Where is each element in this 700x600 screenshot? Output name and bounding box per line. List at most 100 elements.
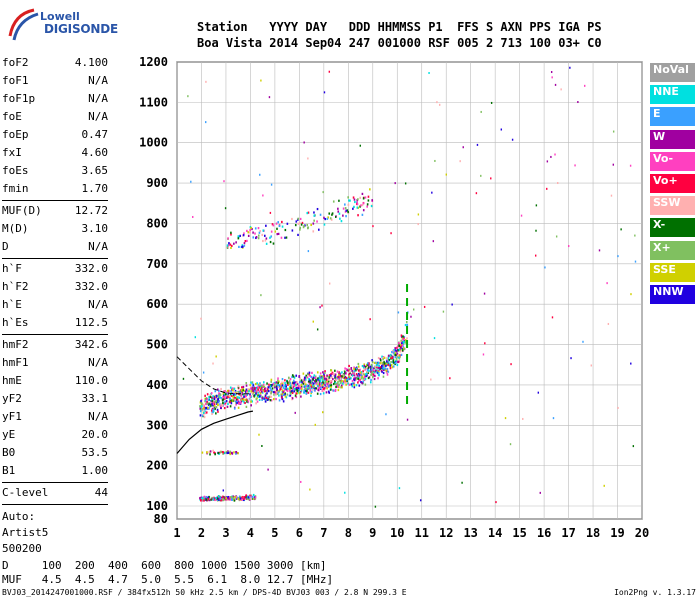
f-trace-echo — [329, 384, 331, 387]
f-trace-echo — [239, 391, 241, 394]
f-trace-echo — [361, 381, 363, 385]
noise-echo — [556, 182, 559, 185]
f-trace-echo — [330, 384, 333, 387]
f-trace-echo — [241, 386, 243, 389]
f-trace-echo — [384, 368, 386, 371]
f-trace-echo — [286, 380, 288, 383]
f-trace-echo — [321, 376, 323, 379]
noise-echo — [356, 201, 358, 204]
param-name: foF1 — [2, 74, 29, 87]
noise-echo — [634, 260, 637, 263]
f-trace-echo — [288, 387, 291, 390]
f-trace-echo — [336, 370, 339, 373]
es-trace-echo — [240, 498, 242, 501]
f-trace-echo — [361, 372, 364, 376]
f-trace-echo — [228, 396, 231, 399]
f-trace-echo — [273, 386, 276, 389]
f-trace-echo — [207, 403, 210, 406]
f-trace-echo — [363, 363, 366, 366]
f-trace-echo — [235, 391, 237, 394]
f-trace-echo — [381, 355, 383, 358]
f2-multihop-echo — [242, 234, 245, 237]
f-trace-echo — [205, 411, 208, 414]
f-trace-echo — [398, 354, 400, 357]
electron-density-profile — [176, 410, 254, 454]
f-trace-echo — [244, 390, 247, 393]
f-trace-echo — [221, 404, 224, 407]
y-tick-label: 1200 — [139, 55, 168, 69]
f-trace-echo — [201, 405, 203, 408]
f-trace-echo — [266, 388, 269, 391]
f2-multihop-echo — [249, 228, 251, 232]
f-trace-echo — [258, 386, 261, 389]
es-trace-echo — [245, 494, 248, 497]
param-value: N/A — [88, 74, 108, 87]
f-trace-echo — [348, 364, 350, 368]
es-trace-echo — [226, 496, 228, 499]
f-trace-echo — [309, 388, 311, 391]
f-trace-echo — [287, 376, 290, 379]
f-trace-echo — [296, 388, 299, 392]
es2-trace-echo — [233, 451, 235, 454]
f2-multihop-echo — [284, 228, 287, 232]
f-trace-echo — [362, 377, 365, 380]
es-trace-echo — [217, 495, 220, 498]
f-trace-echo — [267, 386, 270, 389]
f-trace-echo — [363, 368, 365, 371]
f-trace-echo — [365, 367, 368, 370]
f-trace-echo — [305, 376, 307, 379]
f-trace-echo — [351, 369, 353, 372]
f-trace-echo — [405, 320, 408, 324]
f-trace-echo — [313, 374, 316, 377]
f-trace-echo — [370, 373, 372, 377]
noise-echo — [629, 164, 632, 167]
f-trace-echo — [242, 385, 245, 389]
f2-multihop-echo — [319, 213, 322, 216]
noise-echo — [390, 232, 392, 235]
f-trace-echo — [314, 380, 317, 383]
f-trace-echo — [348, 377, 351, 381]
noise-echo — [511, 138, 514, 141]
f-trace-echo — [261, 384, 263, 387]
f2-multihop-echo — [230, 244, 233, 248]
f-trace-echo — [379, 366, 382, 369]
f-trace-echo — [378, 374, 380, 377]
f-trace-echo — [389, 363, 391, 366]
noise-echo — [436, 101, 438, 104]
f-trace-echo — [244, 389, 246, 392]
f-trace-echo — [239, 401, 242, 404]
noise-echo — [510, 363, 512, 366]
es-trace-echo — [239, 497, 242, 500]
noise-echo — [459, 160, 461, 163]
f-trace-echo — [226, 389, 229, 393]
f-trace-echo — [319, 386, 322, 390]
f-trace-echo — [300, 379, 303, 382]
f-trace-echo — [199, 414, 202, 417]
param-row: yF2 33.1 — [2, 390, 108, 408]
f-trace-echo — [397, 356, 400, 359]
x-tick-label: 20 — [635, 526, 649, 540]
f-trace-echo — [255, 402, 257, 405]
f2-multihop-echo — [362, 209, 365, 212]
es-trace-echo — [215, 497, 217, 500]
legend-item-ssw: SSW — [650, 196, 695, 216]
es2-trace-echo — [226, 451, 229, 455]
f-trace-echo — [291, 391, 294, 395]
f-trace-echo — [397, 345, 399, 348]
x-tick-label: 7 — [320, 526, 327, 540]
f-trace-echo — [309, 383, 312, 387]
f-trace-echo — [317, 388, 319, 391]
f-trace-echo — [271, 384, 274, 387]
f-trace-echo — [223, 397, 226, 400]
f-trace-echo — [319, 379, 322, 382]
f-trace-echo — [300, 389, 303, 392]
legend-item-noval: NoVal — [650, 63, 695, 82]
f-trace-echo — [231, 388, 234, 392]
noise-echo — [612, 163, 615, 166]
f-trace-echo — [314, 381, 317, 384]
noise-echo — [433, 337, 436, 340]
noise-echo — [630, 293, 632, 296]
f-trace-echo — [357, 372, 360, 376]
f-trace-echo — [355, 378, 357, 381]
f-trace-echo — [341, 380, 343, 383]
